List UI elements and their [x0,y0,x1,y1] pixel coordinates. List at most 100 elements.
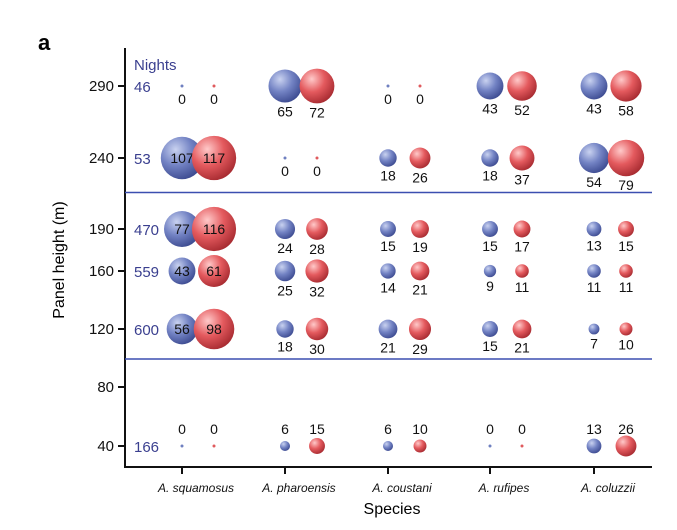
red-value-label: 21 [412,281,428,297]
blue-value-label: 18 [380,168,396,184]
red-value-label: 117 [203,150,226,166]
panel-label: a [38,30,51,55]
blue-value-label: 24 [277,240,293,256]
red-bubble [305,259,329,283]
x-tick-label: A. coustani [371,481,432,495]
blue-bubble [588,323,600,335]
blue-value-label: 13 [586,237,602,253]
red-value-label: 21 [514,339,530,355]
red-value-label: 19 [412,239,428,255]
red-bubble [619,322,633,336]
red-bubble [418,84,422,88]
blue-bubble [164,211,200,247]
y-tick-label: 40 [97,438,114,455]
red-value-label: 98 [206,321,222,337]
blue-value-label: 43 [174,263,190,279]
blue-value-label: 107 [170,150,194,166]
y-tick-label: 80 [97,379,114,396]
blue-bubble [160,136,204,180]
blue-bubble [274,260,296,282]
blue-value-label: 56 [174,321,190,337]
red-bubble [309,438,325,454]
blue-value-label: 25 [277,282,293,298]
red-value-label: 15 [618,238,634,254]
blue-bubble [379,149,397,167]
nights-count: 600 [134,322,159,339]
red-value-label: 116 [203,221,226,237]
red-bubble [520,444,524,448]
nights-count: 559 [134,264,159,281]
nights-header: Nights [134,57,177,74]
red-bubble [193,308,235,350]
blue-bubble [268,69,302,103]
blue-value-label: 6 [281,421,289,437]
red-value-label: 28 [309,241,325,257]
blue-bubble [586,221,602,237]
blue-bubble [488,444,492,448]
red-value-label: 61 [206,263,222,279]
blue-bubble [482,221,498,237]
blue-value-label: 6 [384,421,392,437]
nights-count: 46 [134,79,151,96]
red-value-label: 11 [515,279,530,295]
blue-bubble [274,218,296,240]
blue-value-label: 43 [482,100,498,116]
red-value-label: 0 [210,91,218,107]
blue-value-label: 54 [586,174,602,190]
red-value-label: 37 [514,171,530,187]
red-value-label: 26 [618,421,634,437]
y-axis-label: Panel height (m) [51,201,68,318]
nights-count: 470 [134,222,159,239]
red-bubble [191,135,237,181]
blue-value-label: 21 [380,339,396,355]
blue-value-label: 7 [590,335,598,351]
red-bubble [212,444,216,448]
red-bubble [212,84,216,88]
x-tick-label: A. rufipes [478,481,530,495]
blue-bubble [578,142,610,174]
red-bubble [411,220,429,238]
red-bubble [197,254,231,288]
y-tick-label: 290 [89,78,114,95]
red-bubble [615,435,637,457]
red-value-label: 15 [309,421,325,437]
blue-value-label: 15 [380,238,396,254]
red-value-label: 29 [412,341,428,357]
red-value-label: 10 [618,336,634,352]
blue-bubble [476,72,504,100]
y-tick-label: 120 [89,321,114,338]
red-bubble [408,317,432,341]
red-value-label: 0 [210,421,218,437]
blue-bubble [481,149,499,167]
red-bubble [305,317,329,341]
red-bubble [618,221,634,237]
red-bubble [315,156,319,160]
nights-count: 53 [134,151,151,168]
red-value-label: 52 [514,102,530,118]
red-value-label: 0 [313,163,321,179]
red-bubble [610,70,642,102]
red-bubble [299,68,335,104]
red-bubble [507,71,537,101]
red-bubble [306,218,328,240]
blue-value-label: 0 [486,421,494,437]
blue-bubble [180,84,184,88]
blue-value-label: 9 [486,278,494,294]
blue-value-label: 65 [277,104,293,120]
blue-value-label: 18 [482,168,498,184]
blue-value-label: 15 [482,238,498,254]
blue-bubble [386,84,390,88]
red-value-label: 32 [309,284,325,300]
blue-value-label: 0 [281,163,289,179]
blue-value-label: 0 [384,91,392,107]
blue-bubble [382,440,394,452]
red-bubble [413,439,427,453]
blue-value-label: 18 [277,339,293,355]
red-value-label: 0 [416,91,424,107]
red-value-label: 72 [309,104,325,120]
blue-value-label: 11 [587,279,602,295]
red-value-label: 11 [619,279,634,295]
red-bubble [607,139,645,177]
x-tick-label: A. coluzzii [580,481,635,495]
